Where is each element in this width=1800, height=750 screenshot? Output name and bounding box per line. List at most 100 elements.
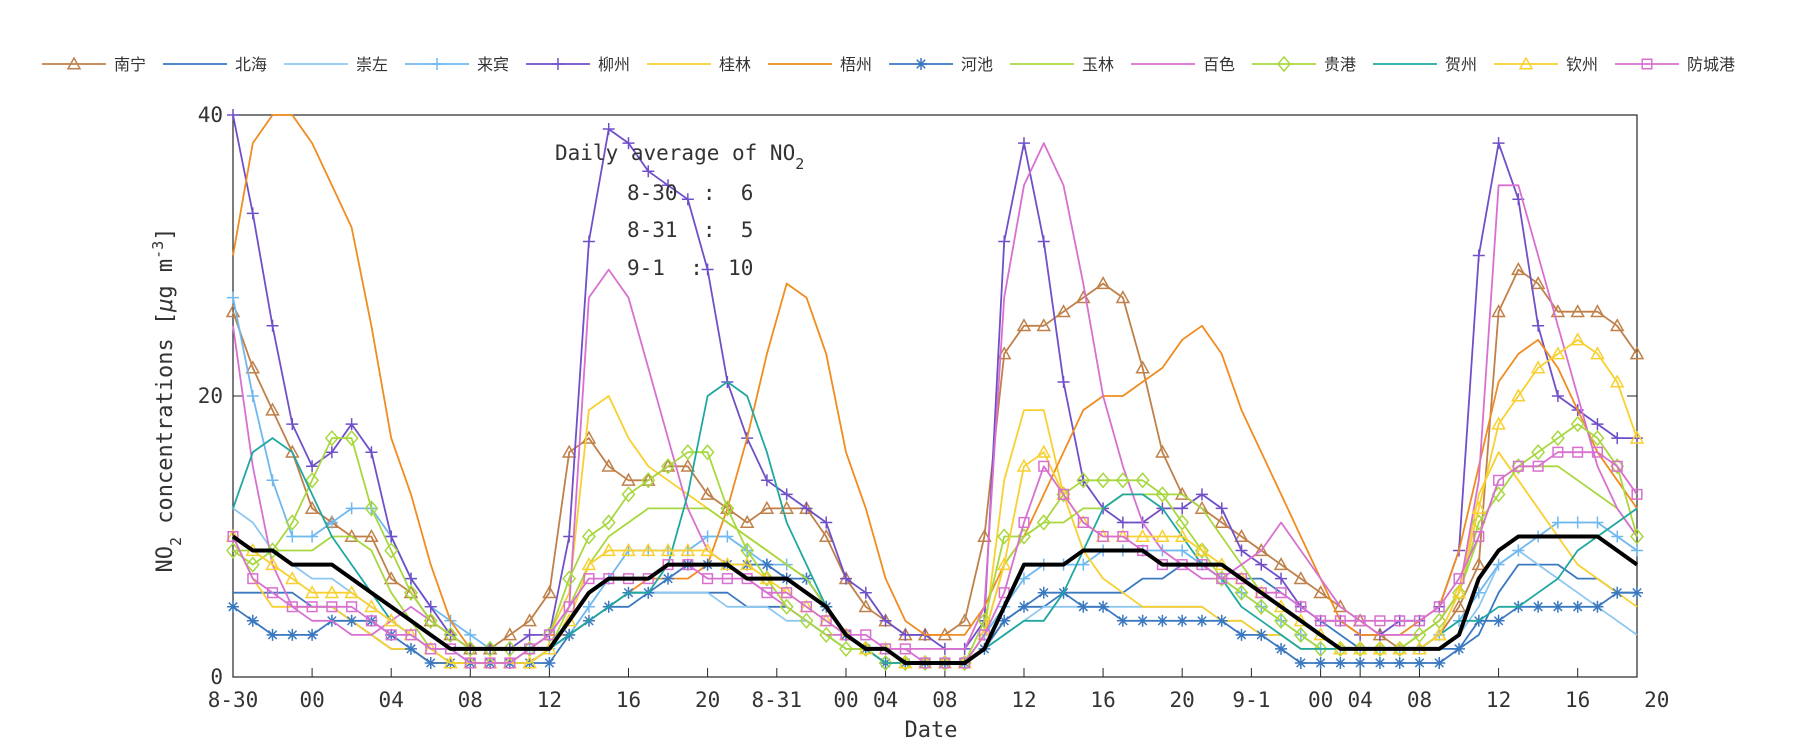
data-point [622,137,635,150]
legend-marker [66,56,82,70]
plot-border [232,114,1638,678]
data-point [1077,600,1090,613]
data-point [345,502,358,515]
data-point [1631,544,1643,557]
series-桂林 [232,395,1638,664]
data-point [1512,460,1524,472]
data-point [997,528,1012,545]
data-point [1452,584,1467,601]
data-point [1353,640,1368,658]
data-point [839,640,854,658]
data-point [1016,318,1032,332]
data-point [662,572,675,585]
data-point [1293,626,1308,644]
x-tick-label: 9-1 [1232,688,1270,712]
data-point [1531,444,1546,461]
annotation-line-8-31: 8-31 : 5 [627,218,753,242]
data-point [1255,628,1268,641]
data-point [702,573,714,585]
data-point [800,601,813,613]
data-point [1235,573,1248,585]
data-point [286,601,298,613]
data-point [701,263,714,276]
data-point [502,627,518,641]
data-point [937,654,952,672]
data-point [504,657,516,669]
data-point [1530,360,1546,374]
data-point [1453,642,1466,655]
data-point [1590,429,1605,447]
data-point [781,587,793,599]
x-tick-label: 16 [1565,688,1590,712]
data-point [245,360,261,374]
data-point [1135,472,1150,489]
data-point [543,656,556,669]
data-point [306,601,318,613]
data-point [325,446,338,459]
data-point [245,556,260,573]
data-point [721,530,734,543]
data-point [306,628,319,641]
data-point [581,557,597,571]
data-point [403,585,419,599]
x-tick-label: 08 [458,688,483,712]
x-tick-label: 20 [1644,688,1669,712]
annotation-line-9-1: 9-1 : 10 [627,256,753,280]
data-point [998,614,1011,627]
series-lines [225,109,1645,672]
data-point [1155,444,1170,458]
data-point [1036,444,1052,458]
data-point [1115,472,1130,489]
data-point [1629,430,1645,444]
data-point [1194,500,1210,514]
data-point [1591,446,1604,458]
data-point [1037,235,1050,248]
data-point [680,458,696,472]
series-line [232,142,1638,650]
data-point [1176,614,1189,627]
legend-item-梧州: 梧州 [768,55,872,74]
data-point [286,418,299,431]
data-point [760,474,773,487]
data-point [1294,656,1307,669]
data-point [344,585,359,599]
data-point [1492,558,1505,571]
data-point [957,613,972,627]
data-point [1491,416,1506,430]
data-point [443,655,458,669]
data-point [266,587,279,599]
data-point [996,557,1012,571]
legend-marker [1277,55,1291,73]
legend-label: 南宁 [114,55,146,74]
data-point [601,514,616,531]
legend-label: 来宾 [477,55,509,74]
data-point [700,543,715,557]
series-line [232,268,1638,650]
data-point [326,601,338,613]
data-point [1550,346,1566,360]
data-point [1551,516,1564,529]
legend-marker [1641,58,1653,70]
data-point [266,474,279,487]
series-line [233,465,1638,664]
x-tick-label: 20 [1170,688,1195,712]
x-tick-label: 00 [1308,688,1333,712]
data-point [1413,615,1426,627]
data-point [324,585,340,599]
data-point [1255,587,1267,599]
data-point [1591,418,1604,431]
data-point [642,165,655,178]
series-line [232,297,1638,664]
legend-label: 百色 [1203,55,1235,74]
data-point [1235,544,1248,557]
data-point [1097,600,1110,613]
data-point [285,514,300,531]
legend-label: 钦州 [1566,55,1598,74]
legend-item-崇左: 崇左 [284,55,388,74]
data-point [1453,573,1465,585]
data-point [1273,557,1289,571]
data-point [1293,571,1309,585]
legend-label: 河池 [961,55,993,74]
data-point [346,601,358,613]
data-point [1570,304,1585,318]
